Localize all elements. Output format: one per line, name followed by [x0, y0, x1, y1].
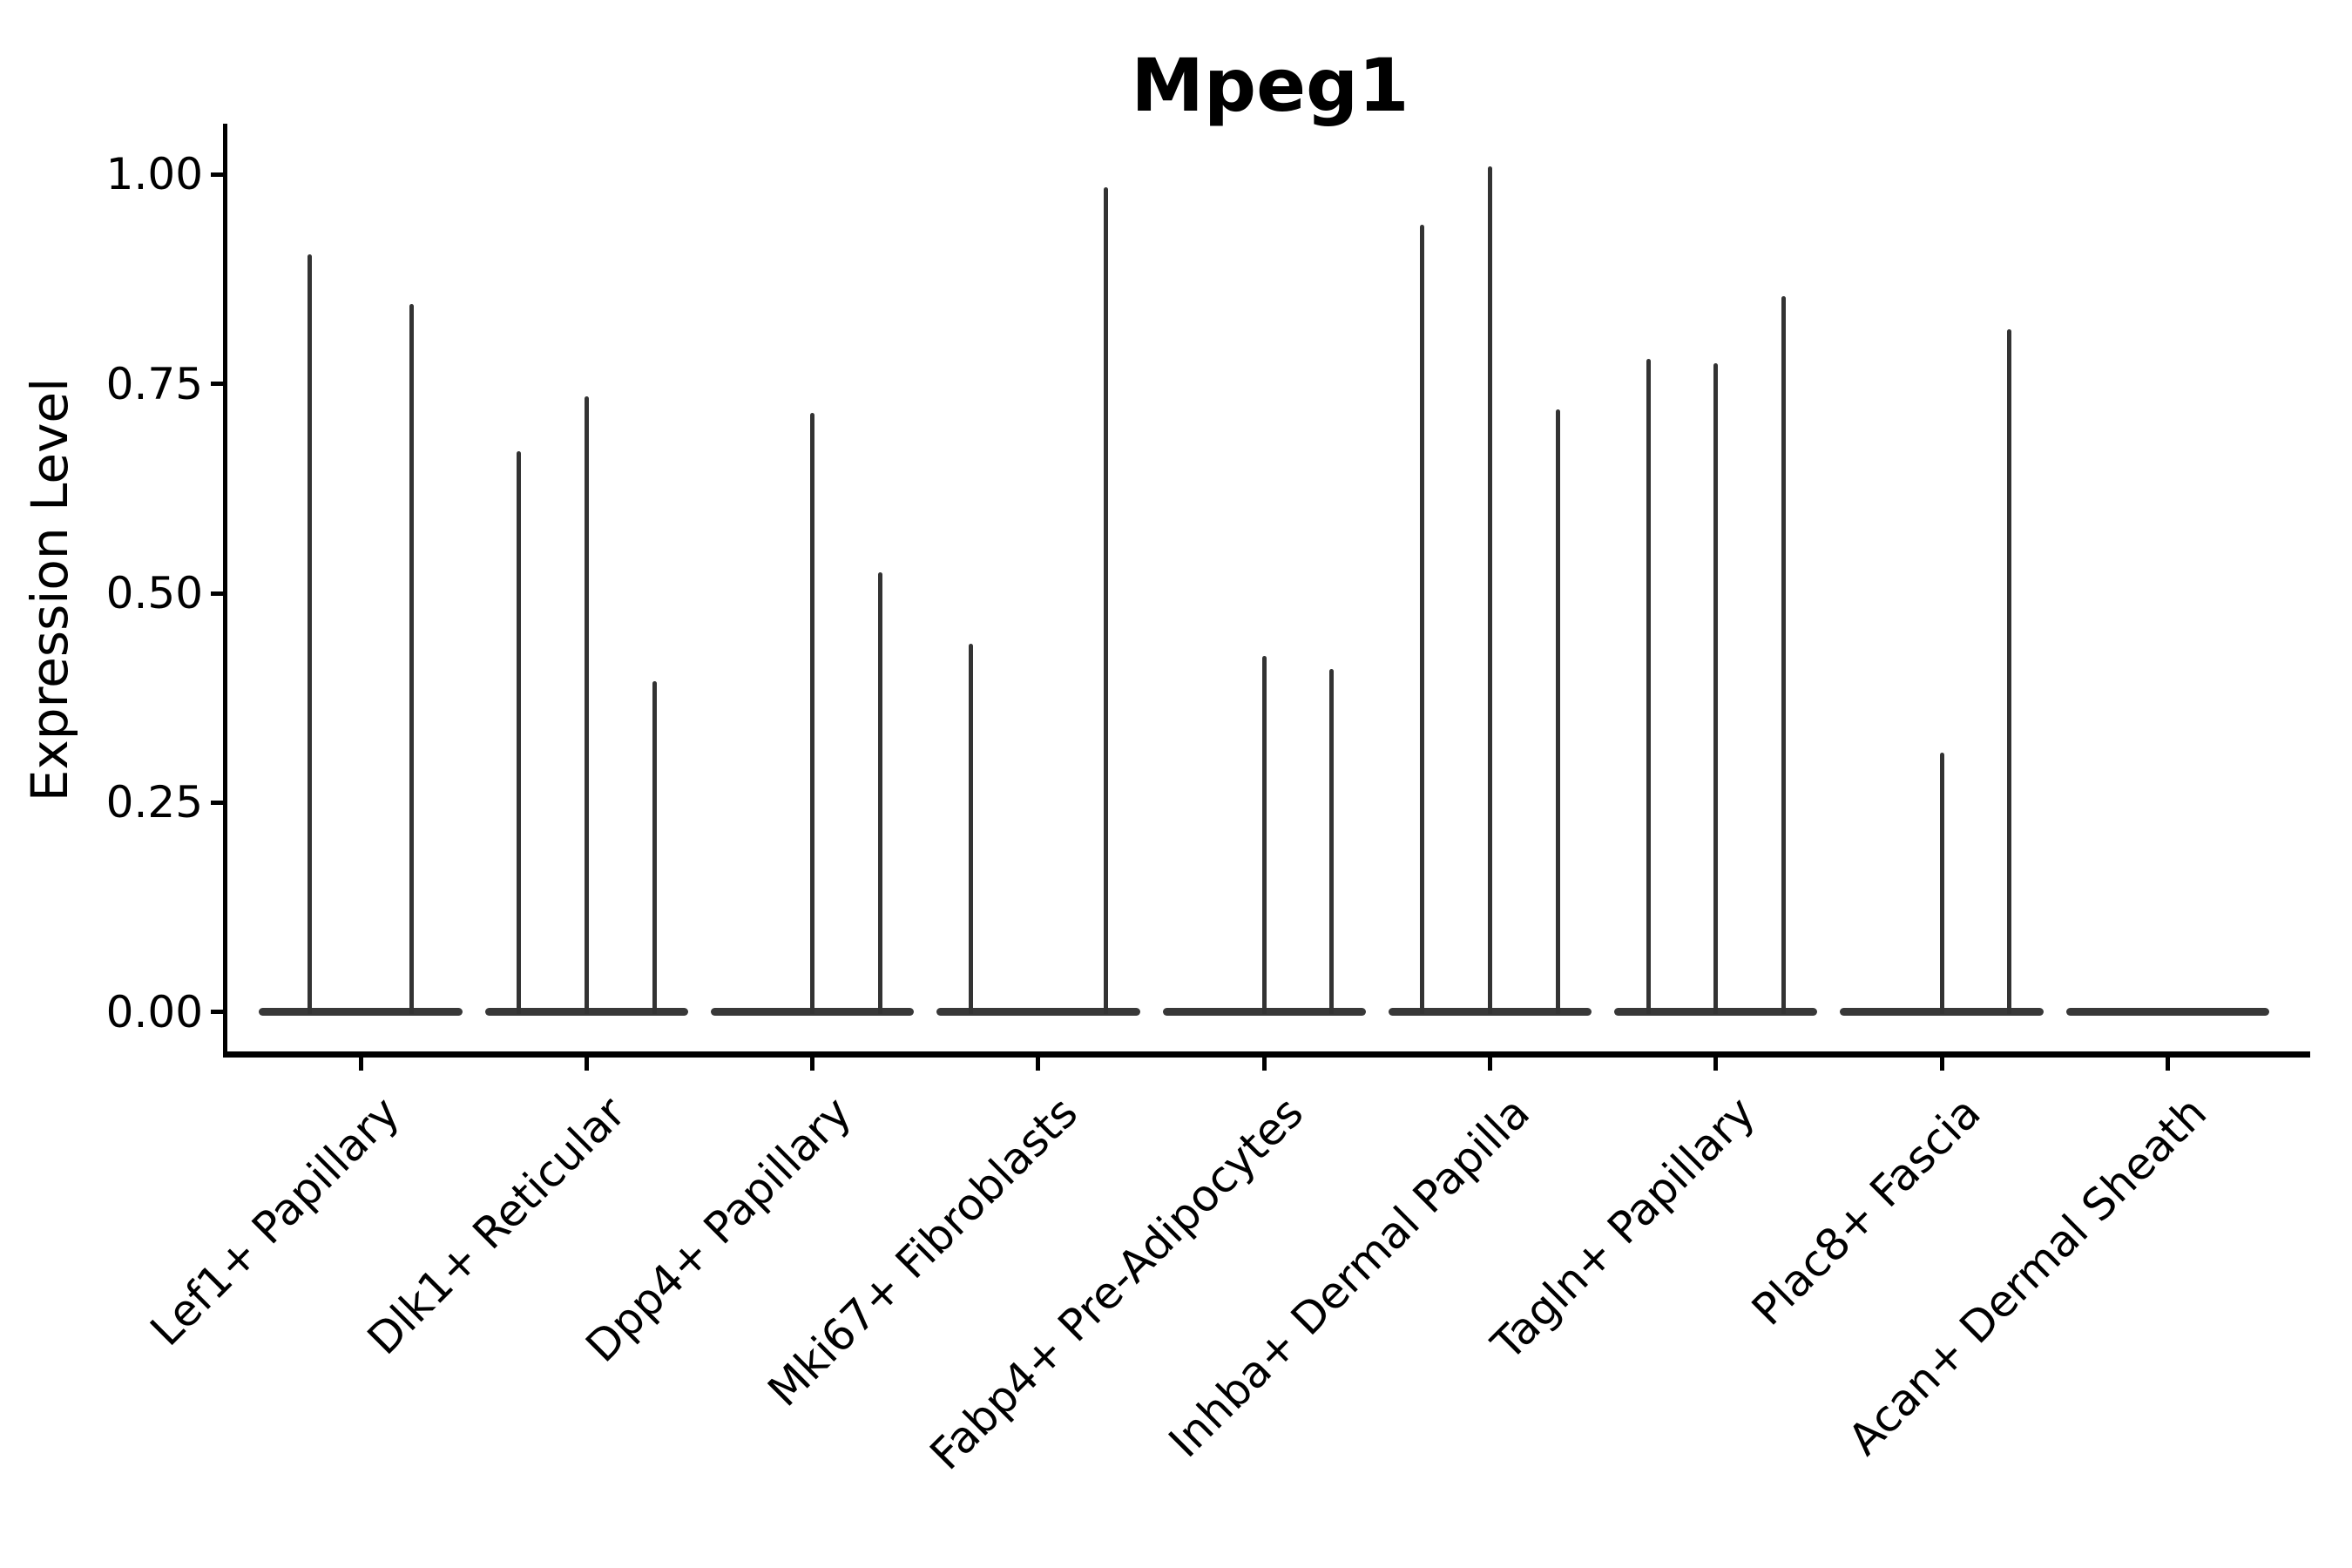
- violin-spike: [1781, 295, 1787, 1015]
- y-tick-label: 0.50: [105, 568, 203, 619]
- x-tick-label: Fabp4+ Pre-Adipocytes: [920, 1087, 1314, 1480]
- y-tick-label: 1.00: [105, 149, 203, 200]
- x-tick: [358, 1057, 363, 1071]
- x-tick-label: Inhba+ Dermal Papilla: [1159, 1087, 1539, 1468]
- x-tick: [1939, 1057, 1944, 1071]
- violin-spike: [409, 304, 414, 1015]
- violin-spike: [1488, 166, 1492, 1015]
- x-tick: [810, 1057, 815, 1071]
- x-tick-label: Acan+ Dermal Sheath: [1838, 1087, 2217, 1465]
- violin-spike: [1261, 656, 1267, 1015]
- x-tick: [584, 1057, 589, 1071]
- violin-base: [259, 1008, 463, 1017]
- y-tick-label: 0.00: [105, 986, 203, 1037]
- y-tick: [211, 591, 223, 596]
- x-tick-label: Lef1+ Papillary: [140, 1087, 410, 1356]
- x-tick: [1488, 1057, 1492, 1071]
- x-tick: [1036, 1057, 1041, 1071]
- x-tick: [1713, 1057, 1719, 1071]
- violin-spike: [1939, 752, 1944, 1015]
- violin-spike: [810, 413, 815, 1015]
- violin-spike: [652, 680, 657, 1015]
- y-tick: [211, 800, 223, 805]
- x-tick-label: Plac8+ Fascia: [1742, 1087, 1991, 1335]
- violin-spike: [877, 572, 882, 1015]
- x-tick: [1261, 1057, 1267, 1071]
- y-tick: [211, 172, 223, 177]
- x-axis-spine: [222, 1051, 2310, 1058]
- violin-spike: [1329, 668, 1335, 1015]
- y-tick-label: 0.75: [105, 358, 203, 409]
- violin-spike: [968, 643, 973, 1015]
- violin-spike: [1420, 225, 1425, 1015]
- chart-title: Mpeg1: [1131, 43, 1409, 128]
- violin-base: [2065, 1008, 2270, 1017]
- x-tick: [2165, 1057, 2170, 1071]
- y-tick: [211, 382, 223, 387]
- violin-spike: [2007, 329, 2012, 1015]
- y-tick-label: 0.25: [105, 777, 203, 828]
- violin-spike: [308, 253, 313, 1015]
- violin-spike: [1555, 409, 1560, 1015]
- violin-spike: [1104, 186, 1109, 1015]
- violin-spike: [1646, 358, 1651, 1015]
- violin-base: [936, 1008, 1140, 1017]
- y-tick: [211, 1010, 223, 1015]
- y-axis-spine: [222, 124, 227, 1057]
- violin-spike: [584, 396, 589, 1015]
- violin-spike: [1713, 362, 1719, 1015]
- violin-spike: [517, 450, 521, 1015]
